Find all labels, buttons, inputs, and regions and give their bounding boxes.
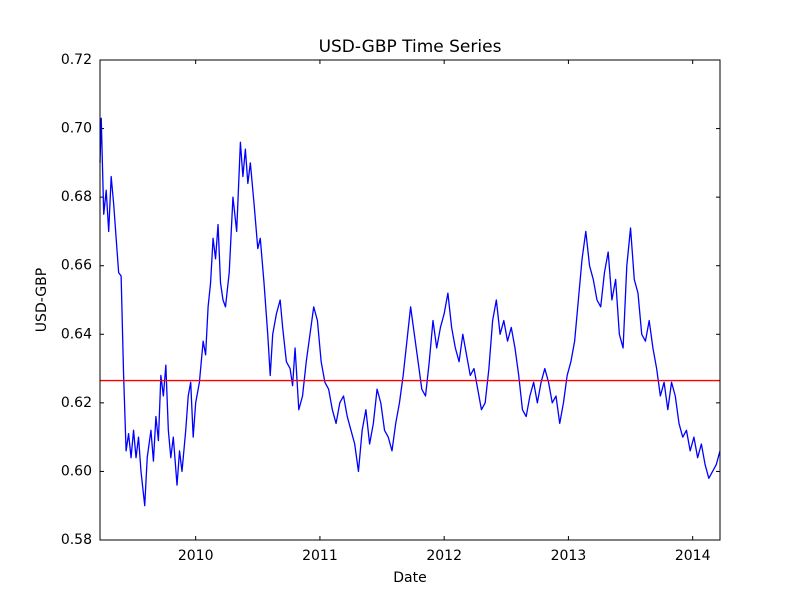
y-tick-label: 0.72: [61, 52, 92, 68]
y-tick-label: 0.70: [61, 121, 92, 137]
x-tick-label: 2011: [302, 548, 338, 564]
y-tick-label: 0.68: [61, 189, 92, 205]
y-tick-label: 0.66: [61, 258, 92, 274]
chart-title: USD-GBP Time Series: [319, 37, 502, 57]
y-tick-label: 0.64: [61, 326, 92, 342]
line-series: [99, 117, 721, 507]
x-tick-label: 2012: [426, 548, 462, 564]
y-tick-label: 0.60: [61, 463, 92, 479]
x-axis-label: Date: [393, 570, 426, 586]
x-tick-label: 2014: [675, 548, 711, 564]
x-tick-label: 2013: [551, 548, 587, 564]
plot-frame: [99, 59, 721, 541]
y-tick-label: 0.62: [61, 395, 92, 411]
x-tick-label: 2010: [178, 548, 214, 564]
y-tick-label: 0.58: [61, 532, 92, 548]
y-axis-label: USD-GBP: [34, 268, 50, 332]
